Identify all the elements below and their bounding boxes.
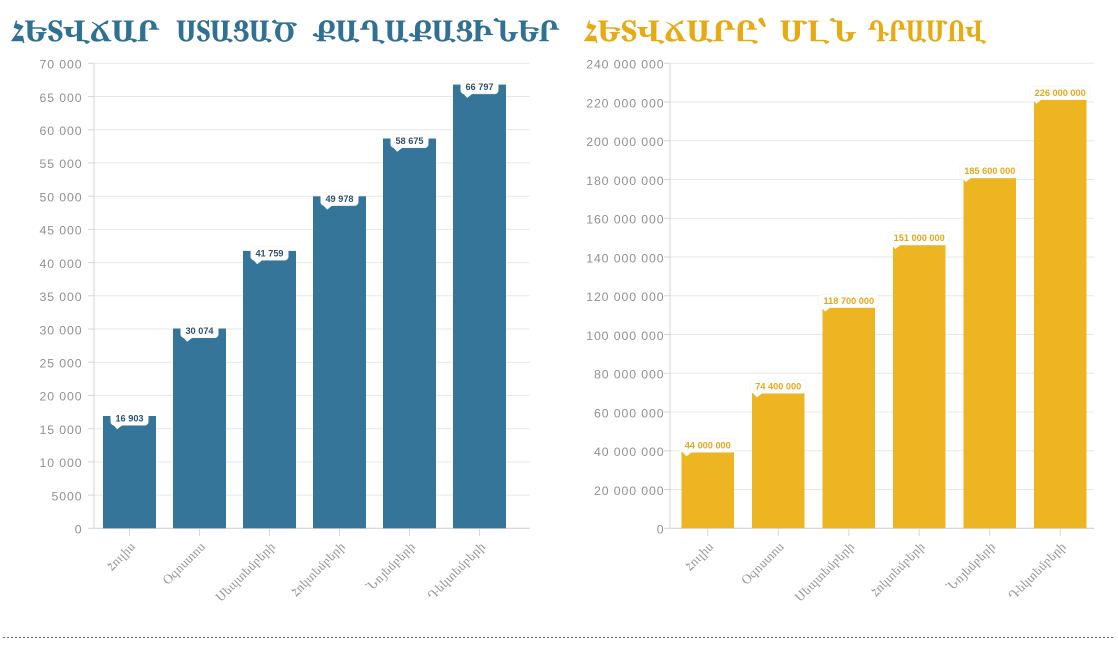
svg-text:100 000 000: 100 000 000 <box>586 329 664 343</box>
svg-text:40 000: 40 000 <box>39 257 82 271</box>
svg-text:0: 0 <box>657 523 665 537</box>
svg-text:50 000: 50 000 <box>39 191 82 205</box>
svg-text:160 000 000: 160 000 000 <box>586 213 664 227</box>
svg-text:151 000 000: 151 000 000 <box>894 233 945 243</box>
svg-text:60 000 000: 60 000 000 <box>594 406 665 420</box>
svg-text:10 000: 10 000 <box>39 456 82 470</box>
svg-text:30 074: 30 074 <box>185 326 214 336</box>
svg-text:80 000 000: 80 000 000 <box>594 368 665 382</box>
svg-text:58 675: 58 675 <box>395 136 423 146</box>
svg-text:185 600 000: 185 600 000 <box>964 166 1015 176</box>
svg-text:16 903: 16 903 <box>115 414 143 424</box>
svg-text:180 000 000: 180 000 000 <box>586 174 664 188</box>
svg-text:20 000 000: 20 000 000 <box>594 484 665 498</box>
svg-text:44 000 000: 44 000 000 <box>685 441 731 451</box>
svg-text:120 000 000: 120 000 000 <box>586 290 664 304</box>
svg-text:5000: 5000 <box>52 489 83 503</box>
svg-text:40 000 000: 40 000 000 <box>594 445 665 459</box>
svg-text:35 000: 35 000 <box>39 290 82 304</box>
svg-text:25 000: 25 000 <box>39 357 82 371</box>
svg-text:220 000 000: 220 000 000 <box>586 96 664 110</box>
svg-text:118 700 000: 118 700 000 <box>824 296 875 306</box>
svg-text:20 000: 20 000 <box>39 390 82 404</box>
svg-text:140 000 000: 140 000 000 <box>586 251 664 265</box>
svg-text:66 797: 66 797 <box>465 82 493 92</box>
svg-text:49 978: 49 978 <box>325 194 353 204</box>
svg-text:41 759: 41 759 <box>255 248 283 258</box>
svg-text:74 400 000: 74 400 000 <box>755 382 801 392</box>
svg-text:30 000: 30 000 <box>39 323 82 337</box>
svg-text:60 000: 60 000 <box>39 124 82 138</box>
svg-text:45 000: 45 000 <box>39 224 82 238</box>
svg-text:226 000 000: 226 000 000 <box>1035 88 1086 98</box>
svg-text:0: 0 <box>75 523 83 537</box>
svg-text:70 000: 70 000 <box>39 58 82 72</box>
svg-text:65 000: 65 000 <box>39 91 82 105</box>
svg-text:200 000 000: 200 000 000 <box>586 135 664 149</box>
svg-text:55 000: 55 000 <box>39 157 82 171</box>
svg-text:15 000: 15 000 <box>39 423 82 437</box>
svg-text:240 000 000: 240 000 000 <box>586 58 664 72</box>
